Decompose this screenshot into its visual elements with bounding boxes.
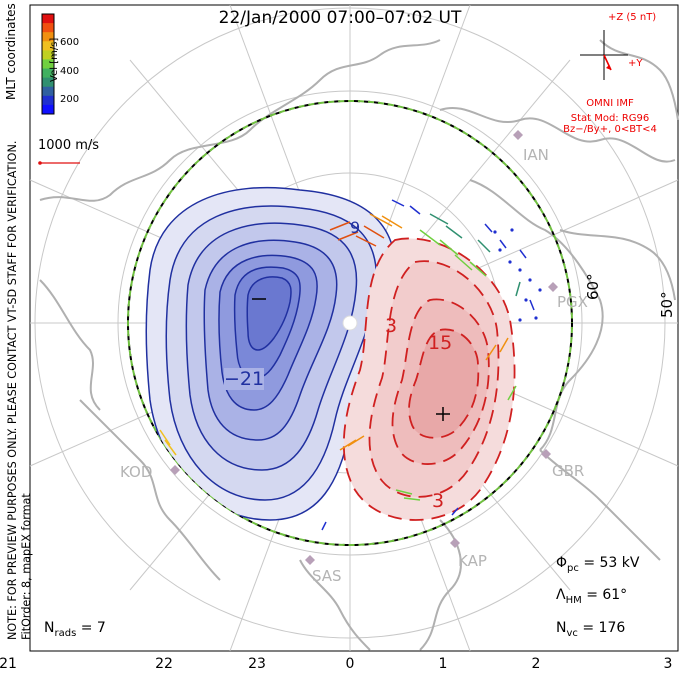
preview-note: NOTE: FOR PREVIEW PURPOSES ONLY. PLEASE … <box>6 140 19 640</box>
mlt-tick-2: 2 <box>531 656 541 672</box>
plot-title: 22/Jan/2000 07:00–07:02 UT <box>218 8 462 28</box>
magnetic-pole <box>342 315 358 331</box>
colorbar-label: Vel [m/s] <box>49 37 60 82</box>
latitude-label-50: 50° <box>658 291 676 318</box>
positive-maximum-marker <box>436 407 450 421</box>
imf-model-line2: Bz−/By+, 0<BT<4 <box>563 124 657 135</box>
contour-label-positive-3: 3 <box>385 315 398 337</box>
colorbar-swatch <box>42 41 54 51</box>
negative-potential-cell <box>145 186 397 521</box>
station-kod: KOD <box>120 463 153 481</box>
imf-z-label: +Z (5 nT) <box>608 12 657 23</box>
contour-label-positive-3b: 3 <box>432 490 445 512</box>
colorbar-tick-200: 200 <box>60 94 80 105</box>
stat-nvc-value: = 176 <box>582 620 626 636</box>
fit-order-note: FitOrder: 8, mapEX format <box>20 493 33 640</box>
stat-nvc-sub: vc <box>566 627 578 639</box>
colorbar-swatch <box>42 23 54 33</box>
imf-model-line1: Stat Mod: RG96 <box>570 113 650 124</box>
reference-vector-origin <box>38 161 42 165</box>
imf-source: OMNI IMF <box>586 98 634 109</box>
station-markers <box>170 130 558 565</box>
velocity-vector-origins <box>493 228 542 322</box>
reference-vector-label: 1000 m/s <box>38 138 100 153</box>
colorbar-swatch <box>42 59 54 70</box>
station-sas: SAS <box>312 567 342 585</box>
station-pgx: PGX <box>557 293 588 311</box>
stat-vector-count: Nvc = 176 <box>556 620 625 639</box>
mlt-tick-22: 22 <box>155 656 173 672</box>
stat-radar-count: Nrads = 7 <box>44 620 106 639</box>
colorbar-frame <box>41 13 55 115</box>
stat-lambda-symbol: Λ <box>556 587 566 603</box>
mlt-tick-1: 1 <box>438 656 448 672</box>
heppner-maynard-boundary-overlay <box>127 100 573 546</box>
stat-nrads-sub: rads <box>54 627 77 639</box>
station-ian: IAN <box>523 146 549 164</box>
colorbar-tick-400: 400 <box>60 66 80 77</box>
colorbar-swatch <box>42 32 54 42</box>
stat-hm-latitude: ΛHM = 61° <box>556 587 627 606</box>
plot-frame <box>29 4 679 652</box>
colorbar-swatch <box>42 95 54 106</box>
imf-y-label: +Y <box>628 58 643 69</box>
mlt-tick-23: 23 <box>248 656 266 672</box>
stat-nrads-symbol: N <box>44 620 55 636</box>
colorbar-swatch <box>42 68 54 79</box>
stat-phi-value: = 53 kV <box>583 555 640 571</box>
stat-lambda-value: = 61° <box>586 587 628 603</box>
mlt-tick-21: 21 <box>0 656 17 672</box>
colorbar-swatch <box>42 14 54 24</box>
mlt-coordinates-label: MLT coordinates <box>4 3 18 100</box>
mlt-tick-0: 0 <box>345 656 355 672</box>
stat-nvc-symbol: N <box>556 620 567 636</box>
stat-cross-polar-potential: Φpc = 53 kV <box>556 555 639 574</box>
mlt-tick-3: 3 <box>663 656 673 672</box>
imf-clock-dial <box>580 30 628 80</box>
stat-nrads-value: = 7 <box>80 620 106 636</box>
station-kap: KAP <box>458 552 487 570</box>
colorbar-swatch <box>42 77 54 88</box>
positive-potential-cell <box>342 237 516 521</box>
latitude-label-60: 60° <box>584 273 602 300</box>
colorbar-swatch <box>42 50 54 60</box>
contour-label-negative-21: −21 <box>224 368 265 390</box>
colorbar-swatch <box>42 104 54 115</box>
station-gbr: GBR <box>552 462 585 480</box>
contour-label-positive-15: 15 <box>428 332 453 354</box>
contour-label-negative-9: 9 <box>350 218 361 237</box>
stat-phi-symbol: Φ <box>556 555 568 571</box>
colorbar-swatch <box>42 86 54 97</box>
stat-phi-sub: pc <box>567 562 579 574</box>
velocity-vectors <box>159 199 535 531</box>
stat-lambda-sub: HM <box>565 594 582 606</box>
colorbar-tick-600: 600 <box>60 37 80 48</box>
velocity-colorbar <box>41 13 55 115</box>
